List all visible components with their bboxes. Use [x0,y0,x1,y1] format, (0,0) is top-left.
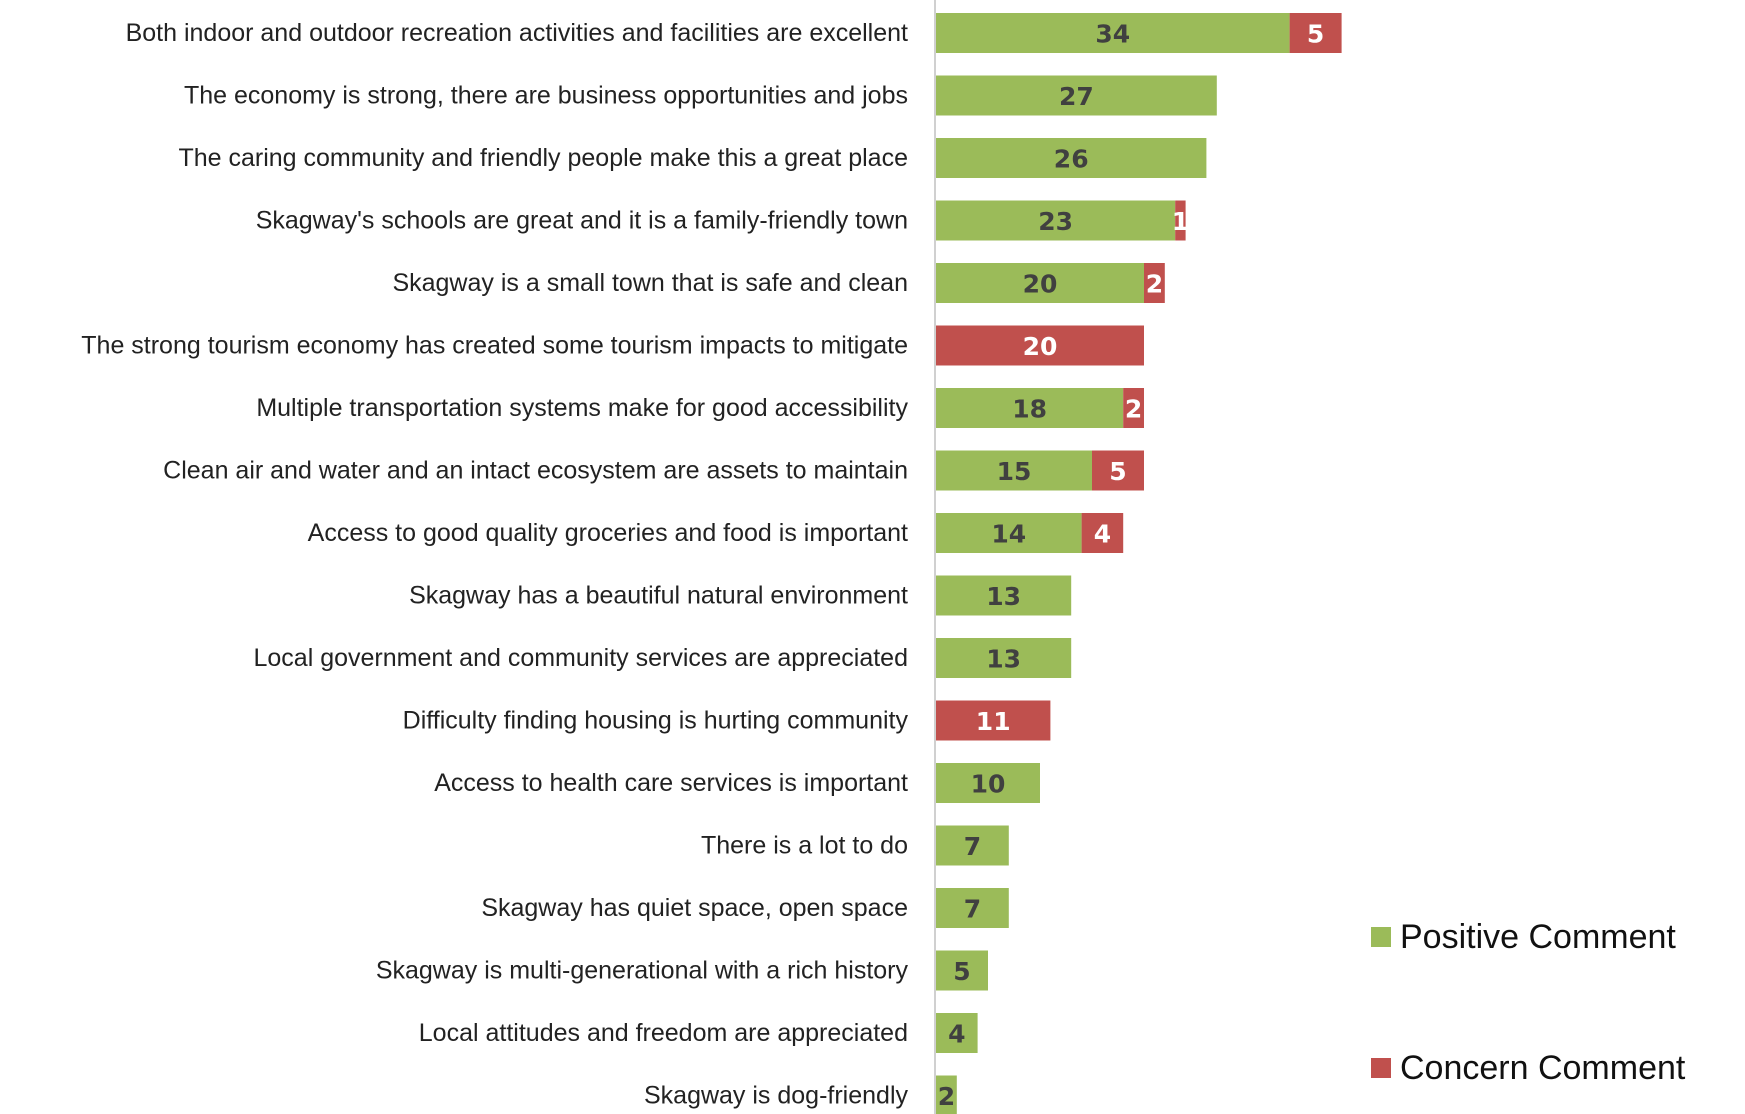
bar-positive [936,13,1290,53]
data-label-concern: 1 [1172,207,1189,236]
category-label: The caring community and friendly people… [178,144,908,172]
bar-positive [936,575,1072,616]
bars: 34 5 27 26 23 1 20 2 20 18 2 15 5 14 4 13 13 11 10 7 7 5 4 2 [936,13,1342,1114]
data-label-positive: 27 [1059,82,1094,111]
category-labels: Both indoor and outdoor recreation activ… [81,19,908,1110]
category-label: Skagway is dog-friendly [644,1082,909,1110]
bar-positive [936,1013,978,1053]
category-label: Local government and community services … [253,644,908,672]
bar-positive [936,888,1009,928]
bar-concern [1144,263,1165,303]
category-label: Local attitudes and freedom are apprecia… [419,1019,908,1047]
category-label: Skagway is multi-generational with a ric… [376,957,909,985]
bar-positive [936,763,1040,803]
category-label: Skagway is a small town that is safe and… [392,269,908,297]
data-label-positive: 5 [953,957,970,986]
legend-swatch-positive [1371,927,1391,947]
data-label-positive: 14 [991,520,1026,549]
data-label-concern: 2 [1125,395,1142,424]
data-label-positive: 34 [1095,20,1130,49]
category-label: The economy is strong, there are busines… [184,82,908,110]
data-label-concern: 2 [1146,270,1163,299]
bar-positive [936,950,988,991]
bar-positive [936,200,1176,241]
legend-swatch-concern [1371,1058,1391,1078]
data-label-positive: 26 [1054,145,1089,174]
data-label-concern: 20 [1023,332,1058,361]
data-label-positive: 10 [971,770,1006,799]
category-label: The strong tourism economy has created s… [81,332,908,360]
bar-positive [936,388,1124,428]
bar-positive [936,513,1082,553]
bar-positive [936,1075,957,1114]
bar-concern [1175,200,1186,241]
data-label-positive: 7 [964,832,981,861]
category-label: Multiple transportation systems make for… [256,394,908,422]
category-label: Clean air and water and an intact ecosys… [163,457,908,485]
category-label: Access to good quality groceries and foo… [308,519,908,547]
legend-label-concern: Concern Comment [1400,1049,1686,1087]
data-label-positive: 20 [1023,270,1058,299]
category-label: Difficulty finding housing is hurting co… [403,707,909,735]
data-label-positive: 18 [1012,395,1047,424]
category-label: Both indoor and outdoor recreation activ… [126,19,908,47]
bar-concern [1081,513,1124,553]
category-label: Skagway's schools are great and it is a … [256,207,908,235]
bar-concern [936,325,1144,366]
bar-positive [936,263,1144,303]
bar-positive [936,825,1009,866]
bar-concern [1123,388,1144,428]
data-label-positive: 13 [986,645,1021,674]
data-label-positive: 2 [938,1082,955,1111]
data-label-concern: 4 [1094,520,1111,549]
bar-concern [1289,13,1342,53]
category-label: Access to health care services is import… [434,769,908,797]
bar-positive [936,138,1207,178]
category-label: There is a lot to do [701,832,908,860]
data-label-positive: 7 [964,895,981,924]
data-label-concern: 11 [976,707,1011,736]
bar-positive [936,450,1092,491]
legend: Positive Comment Concern Comment [1371,918,1686,1087]
data-label-positive: 23 [1038,207,1073,236]
bar-concern [1092,450,1144,491]
category-label: Skagway has quiet space, open space [481,894,908,922]
data-label-positive: 15 [997,457,1032,486]
bar-concern [936,700,1051,741]
bar-positive [936,638,1072,678]
data-label-concern: 5 [1109,457,1126,486]
legend-label-positive: Positive Comment [1400,918,1676,956]
bar-positive [936,75,1217,116]
category-label: Skagway has a beautiful natural environm… [409,582,908,610]
data-label-positive: 4 [948,1020,965,1049]
data-label-positive: 13 [986,582,1021,611]
data-label-concern: 5 [1307,20,1324,49]
